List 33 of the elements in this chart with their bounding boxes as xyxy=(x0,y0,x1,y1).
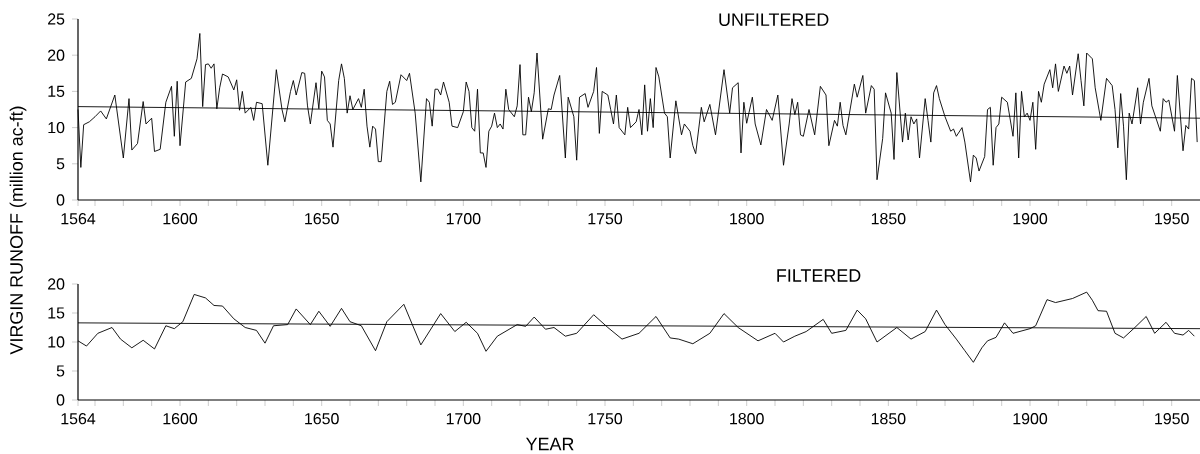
x-tick-label: 1950 xyxy=(1155,213,1189,225)
x-tick-label: 1700 xyxy=(446,213,481,225)
y-tick-label: 25 xyxy=(48,13,65,25)
x-tick-label: 1650 xyxy=(305,413,339,425)
y-tick-label: 5 xyxy=(56,365,65,377)
y-tick-label: 5 xyxy=(56,158,65,170)
y-axis-title: VIRGIN RUNOFF (million ac-ft) xyxy=(9,106,27,355)
x-tick-label: 1950 xyxy=(1155,413,1189,425)
x-tick-label: 1800 xyxy=(730,413,764,425)
x-tick-label: 1600 xyxy=(163,413,198,425)
x-tick-label: 1564 xyxy=(61,213,96,225)
x-tick-label: 1750 xyxy=(588,213,623,225)
x-tick-label: 1650 xyxy=(305,213,339,225)
y-tick-label: 20 xyxy=(48,49,65,61)
y-tick-label: 10 xyxy=(48,121,65,134)
x-tick-label: 1900 xyxy=(1013,413,1048,425)
x-tick-label: 1750 xyxy=(588,413,623,425)
x-tick-label: 1900 xyxy=(1013,213,1048,225)
x-tick-label: 1850 xyxy=(871,213,906,225)
y-tick-label: 15 xyxy=(48,307,65,319)
y-tick-label: 0 xyxy=(56,394,65,406)
chart-title: UNFILTERED xyxy=(719,13,829,26)
x-tick-label: 1850 xyxy=(871,413,906,425)
y-tick-label: 10 xyxy=(48,336,65,348)
x-tick-label: 1564 xyxy=(61,413,96,425)
y-tick-label: 0 xyxy=(56,194,65,206)
chart-title: FILTERED xyxy=(777,269,861,282)
x-tick-label: 1800 xyxy=(730,213,764,225)
x-tick-label: 1600 xyxy=(163,213,198,225)
x-axis-title: YEAR xyxy=(526,437,574,451)
x-tick-label: 1700 xyxy=(446,413,481,425)
y-tick-label: 20 xyxy=(48,278,65,290)
y-tick-label: 15 xyxy=(48,85,65,97)
